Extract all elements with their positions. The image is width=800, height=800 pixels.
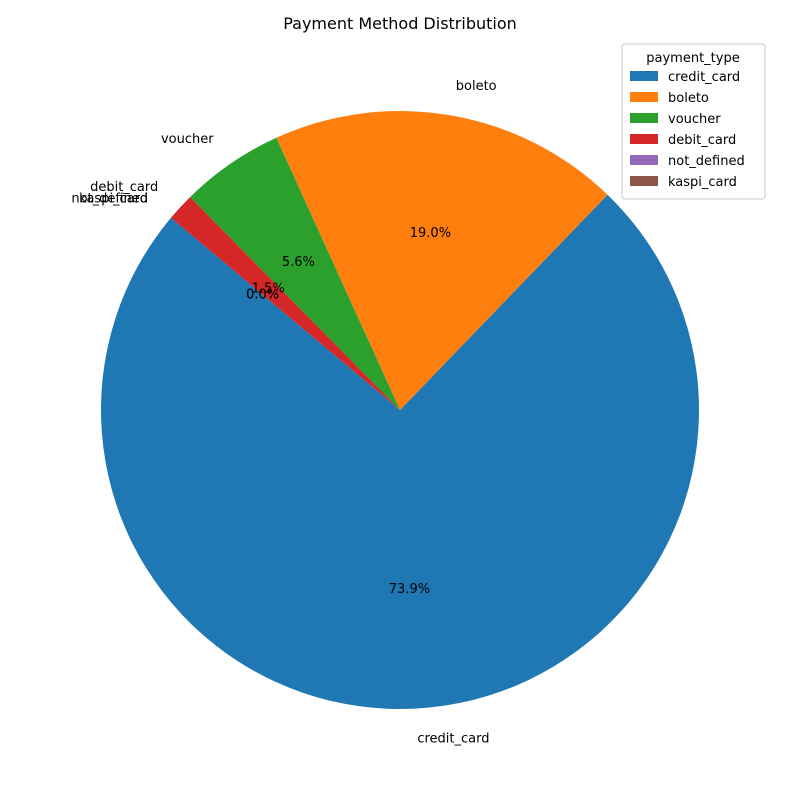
- legend-label-boleto: boleto: [668, 91, 709, 106]
- pct-label-boleto: 19.0%: [410, 226, 451, 241]
- pct-label-voucher: 5.6%: [282, 255, 315, 270]
- legend-label-debit-card: debit_card: [668, 133, 736, 148]
- legend-swatch-not-defined: [630, 155, 658, 165]
- pct-label-kaspi-card: 0.0%: [246, 288, 279, 303]
- pie-slice-voucher: [190, 137, 400, 411]
- slice-label-credit-card: credit_card: [417, 731, 489, 746]
- slice-label-debit-card: debit_card: [90, 180, 158, 195]
- legend-swatch-kaspi-card: [630, 176, 658, 186]
- chart-title: Payment Method Distribution: [283, 14, 517, 33]
- legend-swatch-boleto: [630, 92, 658, 102]
- legend-title: payment_type: [646, 51, 739, 66]
- legend-swatch-debit-card: [630, 134, 658, 144]
- slice-label-not-defined: not_defined: [71, 192, 148, 207]
- pie-slice-credit-card: [101, 194, 700, 709]
- slice-label-boleto: boleto: [456, 79, 497, 94]
- legend-label-not-defined: not_defined: [668, 154, 745, 169]
- legend-label-credit-card: credit_card: [668, 70, 740, 85]
- slice-label-voucher: voucher: [161, 132, 214, 147]
- percentage-labels: 73.9%19.0%5.6%1.5%0.0%0.0%: [246, 226, 451, 597]
- pct-label-not-defined: 0.0%: [246, 288, 279, 303]
- legend-label-kaspi-card: kaspi_card: [668, 175, 737, 190]
- legend-swatch-voucher: [630, 113, 658, 123]
- pct-label-debit-card: 1.5%: [252, 281, 285, 296]
- legend-label-voucher: voucher: [668, 112, 721, 127]
- pie-slices: [101, 110, 700, 709]
- slice-label-kaspi-card: kaspi_card: [79, 192, 148, 207]
- slice-labels: credit_card boleto voucher debit_cardnot_de…: [71, 79, 496, 747]
- pie-slice-debit-card: [170, 197, 400, 410]
- pct-label-credit-card: 73.9%: [389, 582, 430, 597]
- legend-swatch-credit-card: [630, 71, 658, 81]
- pie-slice-boleto: [276, 110, 608, 410]
